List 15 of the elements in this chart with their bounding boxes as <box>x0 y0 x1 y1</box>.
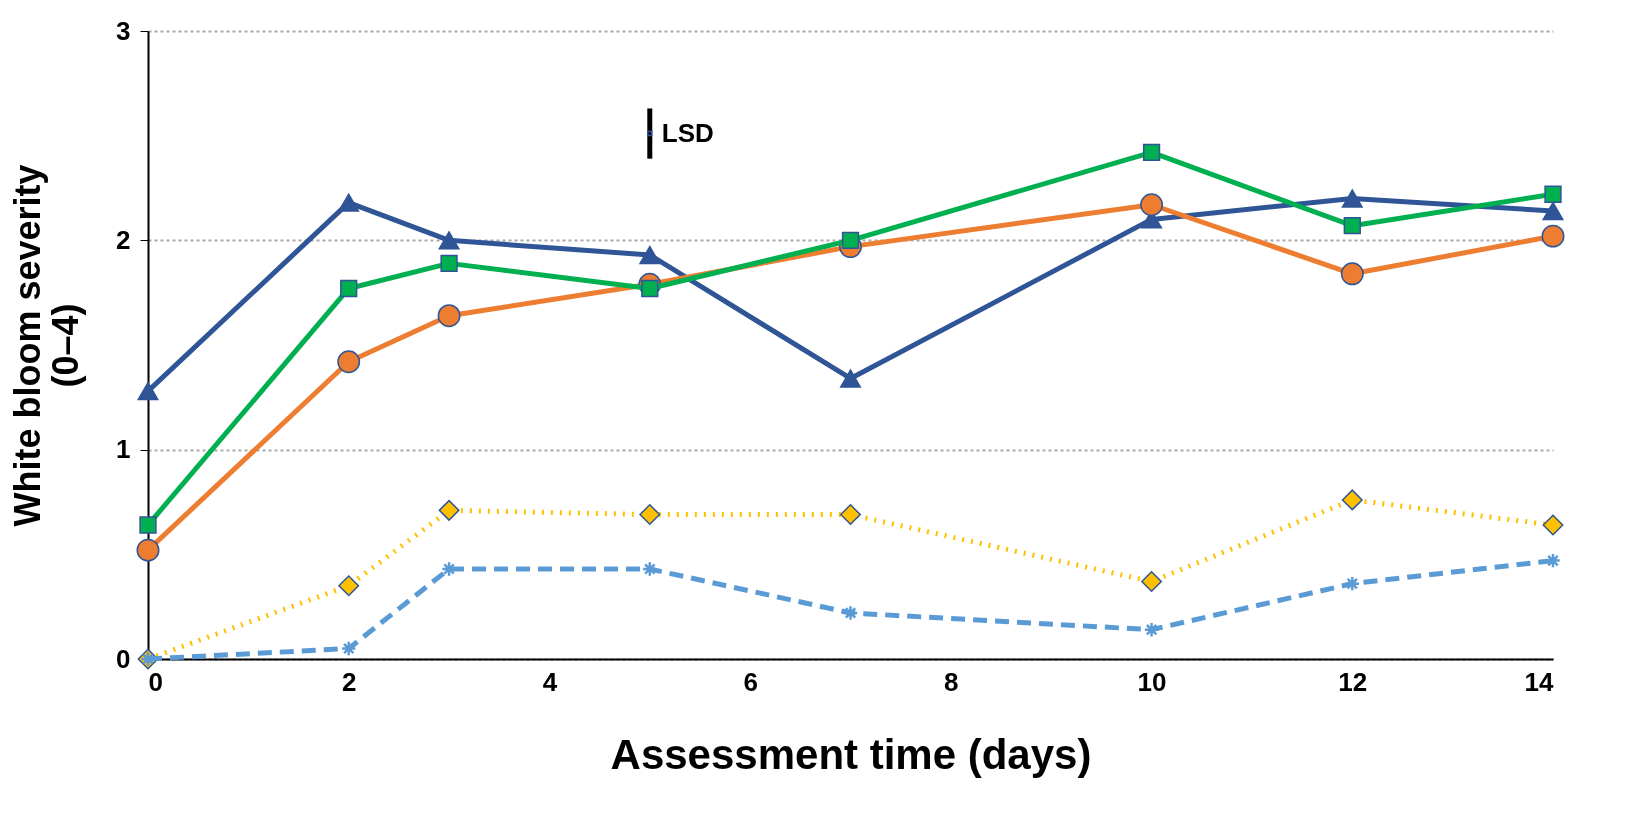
x-tick-label: 8 <box>944 666 959 697</box>
x-tick-label: 2 <box>341 666 357 697</box>
x-tick-label: 4 <box>542 666 558 697</box>
y-tick-label: 3 <box>116 15 131 46</box>
x-tick-label: 14 <box>1524 666 1555 697</box>
x-axis-title: Assessment time (days) <box>610 730 1092 778</box>
x-tick-label: 12 <box>1338 666 1368 697</box>
y-tick-label: 0 <box>116 643 131 674</box>
y-tick-label: 1 <box>116 434 131 465</box>
x-tick-label: 0 <box>148 666 163 697</box>
y-tick-label: 2 <box>116 224 131 255</box>
x-tick-label: 10 <box>1137 666 1167 697</box>
y-axis-title: White bloom severity (0–4) <box>7 164 87 527</box>
x-tick-label: 6 <box>743 666 758 697</box>
annotation: LSD <box>661 117 714 148</box>
